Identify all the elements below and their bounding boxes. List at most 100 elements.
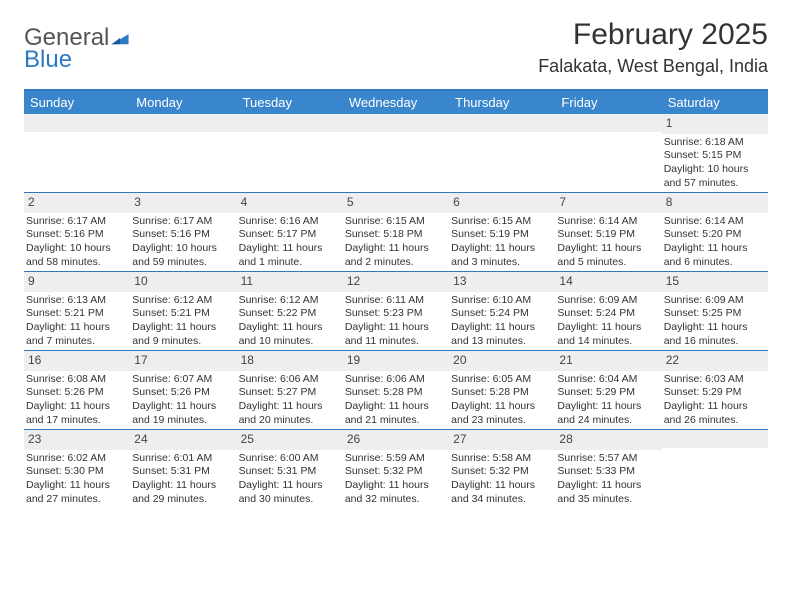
day-cell: 15Sunrise: 6:09 AMSunset: 5:25 PMDayligh…	[662, 272, 768, 350]
day-details: Sunrise: 6:06 AMSunset: 5:28 PMDaylight:…	[343, 373, 449, 428]
sunrise-text: Sunrise: 6:06 AM	[345, 373, 447, 387]
day-number: 20	[449, 351, 555, 371]
weeks-container: 1Sunrise: 6:18 AMSunset: 5:15 PMDaylight…	[24, 114, 768, 508]
sunrise-text: Sunrise: 6:15 AM	[345, 215, 447, 229]
sunrise-text: Sunrise: 6:04 AM	[557, 373, 659, 387]
day-cell: 9Sunrise: 6:13 AMSunset: 5:21 PMDaylight…	[24, 272, 130, 350]
day-details: Sunrise: 6:09 AMSunset: 5:24 PMDaylight:…	[555, 294, 661, 349]
sunset-text: Sunset: 5:32 PM	[451, 465, 553, 479]
sunset-text: Sunset: 5:32 PM	[345, 465, 447, 479]
sunset-text: Sunset: 5:29 PM	[664, 386, 766, 400]
day-number: 3	[130, 193, 236, 213]
sunset-text: Sunset: 5:30 PM	[26, 465, 128, 479]
sunset-text: Sunset: 5:28 PM	[451, 386, 553, 400]
day-number	[555, 114, 661, 132]
day-details: Sunrise: 6:13 AMSunset: 5:21 PMDaylight:…	[24, 294, 130, 349]
week-row: 9Sunrise: 6:13 AMSunset: 5:21 PMDaylight…	[24, 272, 768, 351]
day-cell: 1Sunrise: 6:18 AMSunset: 5:15 PMDaylight…	[662, 114, 768, 192]
sunset-text: Sunset: 5:25 PM	[664, 307, 766, 321]
day-details: Sunrise: 6:09 AMSunset: 5:25 PMDaylight:…	[662, 294, 768, 349]
daylight-text: Daylight: 11 hours and 6 minutes.	[664, 242, 766, 269]
sunrise-text: Sunrise: 6:17 AM	[132, 215, 234, 229]
daylight-text: Daylight: 11 hours and 17 minutes.	[26, 400, 128, 427]
day-cell: 10Sunrise: 6:12 AMSunset: 5:21 PMDayligh…	[130, 272, 236, 350]
sunrise-text: Sunrise: 5:57 AM	[557, 452, 659, 466]
daylight-text: Daylight: 11 hours and 19 minutes.	[132, 400, 234, 427]
day-details: Sunrise: 6:12 AMSunset: 5:21 PMDaylight:…	[130, 294, 236, 349]
sunrise-text: Sunrise: 6:18 AM	[664, 136, 766, 150]
day-number	[24, 114, 130, 132]
weekday-header: Friday	[555, 91, 661, 114]
day-number: 10	[130, 272, 236, 292]
day-number	[662, 430, 768, 448]
sunset-text: Sunset: 5:21 PM	[26, 307, 128, 321]
day-details: Sunrise: 6:01 AMSunset: 5:31 PMDaylight:…	[130, 452, 236, 507]
day-details: Sunrise: 6:15 AMSunset: 5:18 PMDaylight:…	[343, 215, 449, 270]
day-details: Sunrise: 6:10 AMSunset: 5:24 PMDaylight:…	[449, 294, 555, 349]
sunrise-text: Sunrise: 6:05 AM	[451, 373, 553, 387]
daylight-text: Daylight: 11 hours and 16 minutes.	[664, 321, 766, 348]
daylight-text: Daylight: 11 hours and 35 minutes.	[557, 479, 659, 506]
weekday-header: Saturday	[662, 91, 768, 114]
sunrise-text: Sunrise: 6:09 AM	[557, 294, 659, 308]
month-title: February 2025	[538, 18, 768, 52]
day-details: Sunrise: 6:02 AMSunset: 5:30 PMDaylight:…	[24, 452, 130, 507]
daylight-text: Daylight: 11 hours and 11 minutes.	[345, 321, 447, 348]
day-number: 26	[343, 430, 449, 450]
day-number: 13	[449, 272, 555, 292]
day-details: Sunrise: 6:14 AMSunset: 5:19 PMDaylight:…	[555, 215, 661, 270]
sunset-text: Sunset: 5:16 PM	[132, 228, 234, 242]
sunrise-text: Sunrise: 6:06 AM	[239, 373, 341, 387]
sunset-text: Sunset: 5:31 PM	[239, 465, 341, 479]
daylight-text: Daylight: 11 hours and 2 minutes.	[345, 242, 447, 269]
sunset-text: Sunset: 5:18 PM	[345, 228, 447, 242]
weekday-header: Wednesday	[343, 91, 449, 114]
day-number	[449, 114, 555, 132]
sunset-text: Sunset: 5:28 PM	[345, 386, 447, 400]
day-cell-empty	[237, 114, 343, 192]
day-number: 16	[24, 351, 130, 371]
sunset-text: Sunset: 5:21 PM	[132, 307, 234, 321]
daylight-text: Daylight: 11 hours and 20 minutes.	[239, 400, 341, 427]
sunrise-text: Sunrise: 6:01 AM	[132, 452, 234, 466]
sunset-text: Sunset: 5:31 PM	[132, 465, 234, 479]
sunset-text: Sunset: 5:23 PM	[345, 307, 447, 321]
day-cell: 7Sunrise: 6:14 AMSunset: 5:19 PMDaylight…	[555, 193, 661, 271]
day-number: 11	[237, 272, 343, 292]
logo-text-blue: Blue	[24, 46, 72, 73]
sunrise-text: Sunrise: 6:09 AM	[664, 294, 766, 308]
sunset-text: Sunset: 5:19 PM	[451, 228, 553, 242]
sunrise-text: Sunrise: 6:17 AM	[26, 215, 128, 229]
weekday-header: Thursday	[449, 91, 555, 114]
calendar-document: GeneralBlue February 2025 Falakata, West…	[0, 0, 792, 520]
day-number: 23	[24, 430, 130, 450]
logo-triangle-icon	[109, 24, 130, 51]
day-number: 21	[555, 351, 661, 371]
day-number: 8	[662, 193, 768, 213]
day-number	[237, 114, 343, 132]
sunset-text: Sunset: 5:24 PM	[557, 307, 659, 321]
day-number: 5	[343, 193, 449, 213]
day-number: 28	[555, 430, 661, 450]
day-number: 9	[24, 272, 130, 292]
day-number: 1	[662, 114, 768, 134]
day-cell-empty	[343, 114, 449, 192]
weekday-header-row: Sunday Monday Tuesday Wednesday Thursday…	[24, 91, 768, 114]
daylight-text: Daylight: 10 hours and 59 minutes.	[132, 242, 234, 269]
daylight-text: Daylight: 11 hours and 13 minutes.	[451, 321, 553, 348]
weekday-header: Sunday	[24, 91, 130, 114]
sunset-text: Sunset: 5:24 PM	[451, 307, 553, 321]
sunset-text: Sunset: 5:29 PM	[557, 386, 659, 400]
day-cell: 4Sunrise: 6:16 AMSunset: 5:17 PMDaylight…	[237, 193, 343, 271]
sunrise-text: Sunrise: 6:12 AM	[132, 294, 234, 308]
day-cell: 24Sunrise: 6:01 AMSunset: 5:31 PMDayligh…	[130, 430, 236, 508]
day-cell: 12Sunrise: 6:11 AMSunset: 5:23 PMDayligh…	[343, 272, 449, 350]
daylight-text: Daylight: 11 hours and 23 minutes.	[451, 400, 553, 427]
day-number: 7	[555, 193, 661, 213]
week-row: 2Sunrise: 6:17 AMSunset: 5:16 PMDaylight…	[24, 193, 768, 272]
day-details: Sunrise: 6:08 AMSunset: 5:26 PMDaylight:…	[24, 373, 130, 428]
day-cell: 8Sunrise: 6:14 AMSunset: 5:20 PMDaylight…	[662, 193, 768, 271]
day-number: 12	[343, 272, 449, 292]
sunrise-text: Sunrise: 6:10 AM	[451, 294, 553, 308]
day-cell: 6Sunrise: 6:15 AMSunset: 5:19 PMDaylight…	[449, 193, 555, 271]
